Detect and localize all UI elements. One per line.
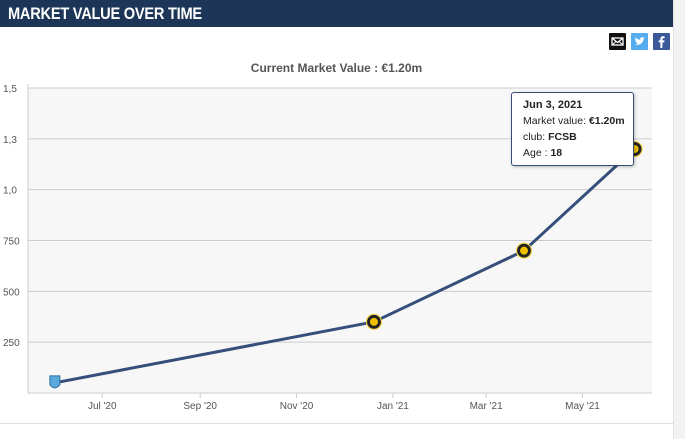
- twitter-icon: [634, 37, 645, 45]
- x-tick-label: May '21: [565, 401, 600, 412]
- x-tick-label: Jul '20: [88, 401, 117, 412]
- tooltip-club-row: club: FCSB: [523, 129, 633, 145]
- tooltip-market-row: Market value: €1.20m: [523, 113, 633, 129]
- y-tick-label: 1,5: [3, 84, 17, 95]
- data-point-marker: [49, 375, 61, 389]
- email-icon: [611, 37, 624, 46]
- share-twitter-button[interactable]: [631, 33, 648, 50]
- y-tick-label: 1,0: [3, 186, 17, 197]
- x-tick-label: Sep '20: [183, 401, 217, 412]
- tooltip-market-value: €1.20m: [588, 115, 625, 127]
- data-point-marker-center: [520, 246, 529, 255]
- section-header: MARKET VALUE OVER TIME: [0, 0, 673, 27]
- tooltip-age-label: Age :: [523, 147, 548, 159]
- tooltip-market-label: Market value:: [523, 115, 587, 127]
- tooltip-club-label: club:: [523, 131, 546, 143]
- y-tick-label: 1,3: [3, 135, 17, 146]
- series-line: [54, 147, 636, 385]
- x-tick-label: Nov '20: [280, 401, 314, 412]
- tooltip-club-value: FCSB: [548, 131, 577, 143]
- chart-tooltip: Jun 3, 2021 Market value: €1.20m club: F…: [511, 92, 634, 166]
- y-tick-label: 750: [3, 237, 20, 248]
- tooltip-date: Jun 3, 2021: [523, 99, 583, 111]
- current-market-value: Current Market Value : €1.20m: [250, 61, 423, 75]
- y-tick-label: 500: [3, 287, 20, 298]
- data-point-marker-center: [369, 317, 378, 326]
- y-tick-label: 250: [3, 338, 20, 349]
- tooltip-age-row: Age : 18: [523, 145, 633, 161]
- share-facebook-button[interactable]: [653, 33, 670, 50]
- tooltip-age-value: 18: [550, 147, 563, 159]
- section-title: MARKET VALUE OVER TIME: [8, 4, 202, 23]
- share-email-button[interactable]: [609, 33, 626, 50]
- page-scroll-edge: [673, 0, 685, 439]
- x-tick-label: Mar '21: [470, 401, 503, 412]
- facebook-icon: [658, 36, 665, 48]
- x-tick-label: Jan '21: [377, 401, 409, 412]
